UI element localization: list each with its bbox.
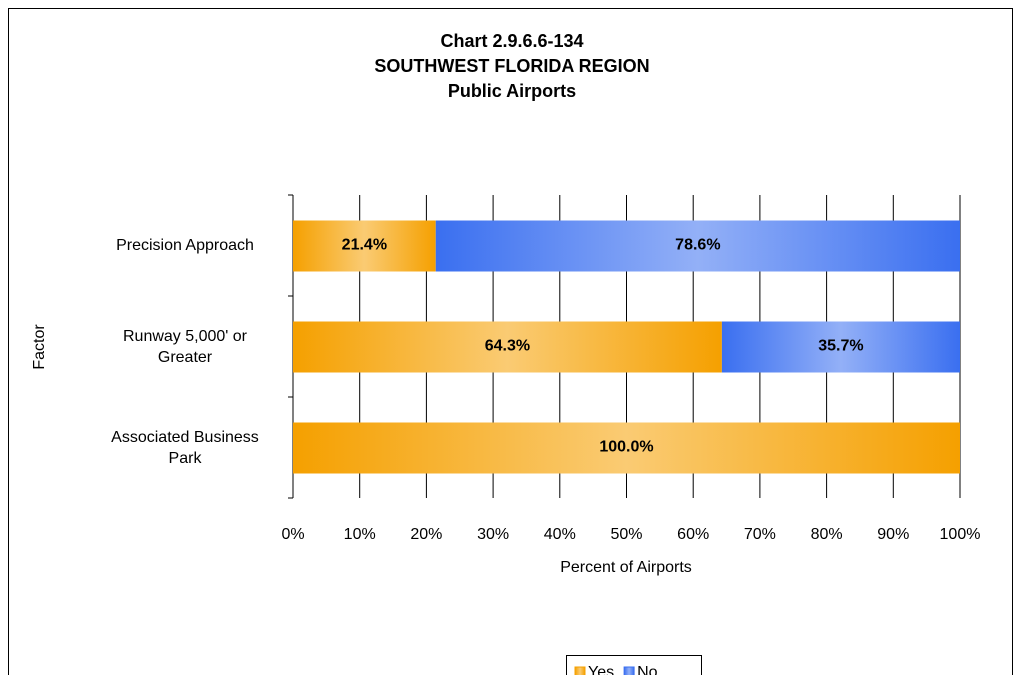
x-tick-label: 80% bbox=[811, 526, 843, 543]
value-label: 64.3% bbox=[485, 338, 530, 355]
x-axis-label: Percent of Airports bbox=[560, 559, 692, 576]
category-label: Precision Approach bbox=[116, 237, 254, 254]
legend-label: No bbox=[637, 664, 658, 675]
category-label: Associated Business Park bbox=[111, 428, 259, 467]
chart-title: Chart 2.9.6.6-134 bbox=[440, 31, 583, 51]
bar-segment bbox=[435, 220, 960, 272]
chart-title: SOUTHWEST FLORIDA REGION bbox=[374, 56, 649, 76]
category-label: Runway 5,000' or Greater bbox=[122, 327, 247, 366]
legend-label: Yes bbox=[588, 664, 614, 675]
value-label: 100.0% bbox=[599, 439, 653, 456]
x-tick-label: 70% bbox=[744, 526, 776, 543]
x-tick-label: 30% bbox=[477, 526, 509, 543]
x-tick-label: 50% bbox=[610, 526, 642, 543]
bar-segment bbox=[293, 321, 722, 373]
value-label: 35.7% bbox=[818, 338, 863, 355]
x-tick-label: 10% bbox=[344, 526, 376, 543]
legend-swatch bbox=[574, 666, 586, 675]
y-tick-label: Precision Approach bbox=[116, 237, 254, 254]
y-tick-label: Runway 5,000' or Greater bbox=[122, 327, 247, 366]
legend-box bbox=[566, 655, 702, 675]
x-tick-label: 20% bbox=[410, 526, 442, 543]
value-label: 78.6% bbox=[675, 237, 720, 254]
bar-segment bbox=[721, 321, 960, 373]
x-tick-label: 100% bbox=[940, 526, 981, 543]
x-tick-label: 40% bbox=[544, 526, 576, 543]
x-tick-label: 90% bbox=[877, 526, 909, 543]
legend-swatch bbox=[623, 666, 635, 675]
y-tick-label: Associated Business Park bbox=[111, 428, 259, 467]
x-tick-label: 60% bbox=[677, 526, 709, 543]
y-axis-label: Factor bbox=[31, 324, 48, 370]
chart-title: Public Airports bbox=[448, 81, 576, 101]
bar-segment bbox=[293, 220, 436, 272]
x-tick-label: 0% bbox=[281, 526, 304, 543]
bar-segment bbox=[293, 422, 960, 474]
value-label: 21.4% bbox=[342, 237, 387, 254]
